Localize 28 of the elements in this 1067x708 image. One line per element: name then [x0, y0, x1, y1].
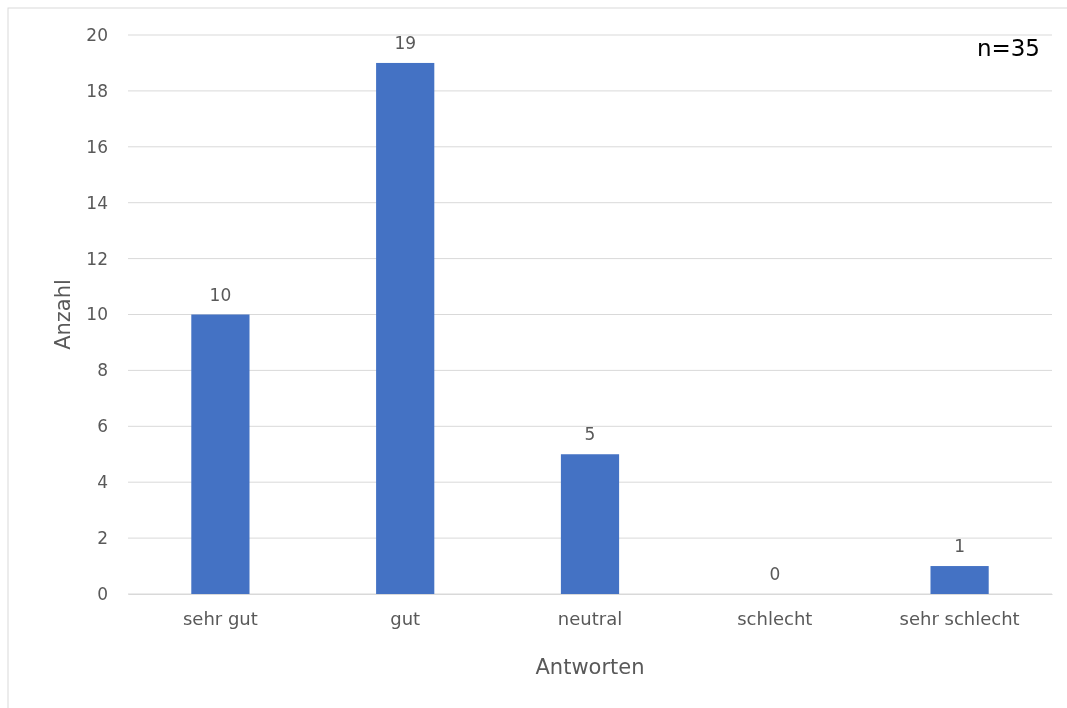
y-tick-label: 10 [86, 304, 108, 325]
data-label: 10 [209, 284, 232, 305]
data-label: 19 [394, 32, 417, 53]
data-label: 1 [954, 536, 966, 557]
y-axis-title: Anzahl [51, 279, 75, 350]
y-tick-label: 14 [86, 192, 108, 213]
bar [376, 62, 435, 594]
x-tick-label: sehr schlecht [899, 607, 1020, 629]
y-tick-label: 20 [86, 24, 108, 45]
annotation: n=35 [976, 35, 1040, 61]
x-tick-label: schlecht [737, 607, 813, 629]
x-tick-label: gut [390, 607, 421, 629]
y-tick-label: 18 [86, 80, 108, 101]
bar [191, 314, 250, 594]
y-tick-label: 4 [97, 472, 108, 493]
y-tick-label: 12 [86, 248, 108, 269]
bar [560, 454, 620, 594]
y-tick-label: 6 [97, 416, 108, 437]
x-tick-label: neutral [557, 607, 623, 629]
data-label: 0 [769, 564, 781, 584]
bar [930, 566, 989, 594]
data-label: 5 [584, 424, 596, 445]
x-tick-label: sehr gut [182, 607, 258, 629]
y-tick-label: 8 [97, 360, 108, 381]
y-tick-label: 16 [86, 136, 108, 157]
y-tick-label: 0 [97, 583, 108, 604]
x-axis-title: Antworten [535, 655, 645, 679]
y-tick-label: 2 [97, 528, 108, 549]
